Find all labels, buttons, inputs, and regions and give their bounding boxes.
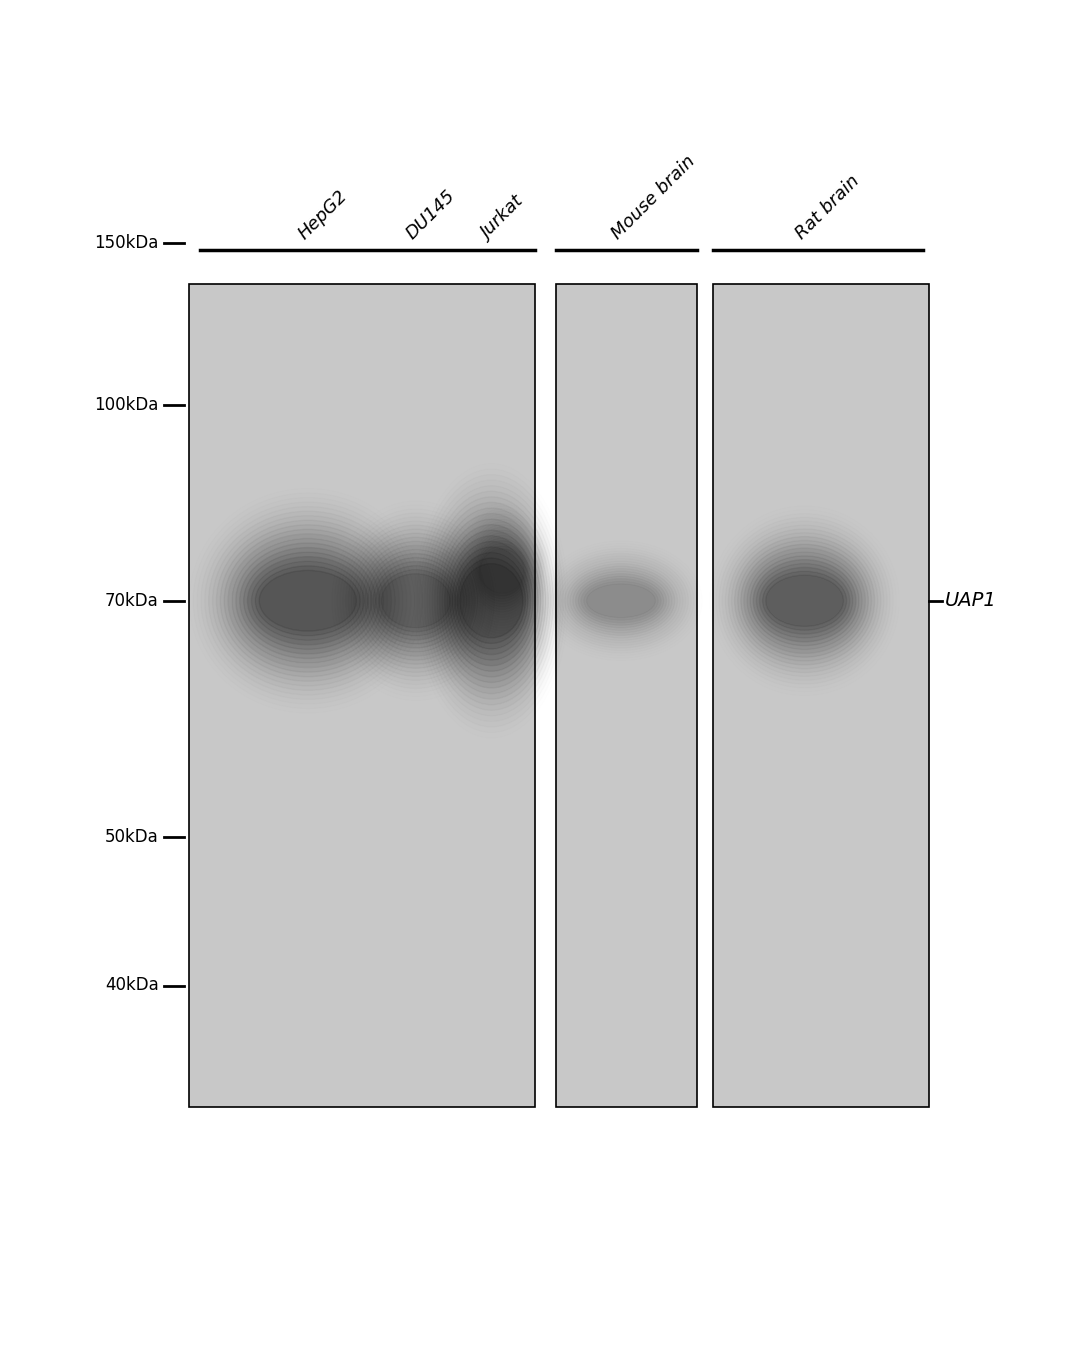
Ellipse shape xyxy=(455,552,528,649)
Ellipse shape xyxy=(259,570,356,630)
Ellipse shape xyxy=(747,552,862,649)
Ellipse shape xyxy=(445,531,538,671)
Ellipse shape xyxy=(379,570,453,632)
Ellipse shape xyxy=(751,556,859,645)
Text: Mouse brain: Mouse brain xyxy=(608,153,699,243)
Ellipse shape xyxy=(457,558,526,644)
FancyBboxPatch shape xyxy=(556,284,697,1107)
Text: Rat brain: Rat brain xyxy=(792,171,863,243)
Ellipse shape xyxy=(440,518,543,683)
Ellipse shape xyxy=(235,543,380,659)
Text: 100kDa: 100kDa xyxy=(94,396,159,414)
Ellipse shape xyxy=(252,562,364,640)
Ellipse shape xyxy=(753,560,856,641)
Text: 40kDa: 40kDa xyxy=(105,976,159,995)
Text: DU145: DU145 xyxy=(403,186,459,243)
Text: UAP1: UAP1 xyxy=(945,591,997,610)
Ellipse shape xyxy=(240,548,376,653)
Ellipse shape xyxy=(756,563,853,639)
Ellipse shape xyxy=(247,556,368,645)
Ellipse shape xyxy=(365,549,467,652)
Text: 50kDa: 50kDa xyxy=(105,828,159,846)
Ellipse shape xyxy=(255,566,361,636)
Ellipse shape xyxy=(447,536,536,666)
Ellipse shape xyxy=(370,558,461,644)
Ellipse shape xyxy=(367,554,464,648)
Text: 150kDa: 150kDa xyxy=(94,234,159,252)
Ellipse shape xyxy=(449,541,534,660)
Ellipse shape xyxy=(376,566,456,636)
Ellipse shape xyxy=(480,548,524,594)
Ellipse shape xyxy=(762,571,847,630)
Ellipse shape xyxy=(228,533,388,667)
Ellipse shape xyxy=(744,548,865,653)
Ellipse shape xyxy=(460,564,523,639)
Ellipse shape xyxy=(381,574,450,628)
Ellipse shape xyxy=(453,547,530,655)
Ellipse shape xyxy=(442,525,541,676)
FancyBboxPatch shape xyxy=(189,284,535,1107)
Ellipse shape xyxy=(373,562,459,640)
Text: 70kDa: 70kDa xyxy=(105,591,159,610)
FancyBboxPatch shape xyxy=(713,284,929,1107)
Ellipse shape xyxy=(766,575,843,626)
Ellipse shape xyxy=(232,539,383,663)
Text: HepG2: HepG2 xyxy=(295,186,351,243)
Ellipse shape xyxy=(759,567,850,634)
Text: Jurkat: Jurkat xyxy=(478,193,528,243)
Ellipse shape xyxy=(244,552,372,649)
